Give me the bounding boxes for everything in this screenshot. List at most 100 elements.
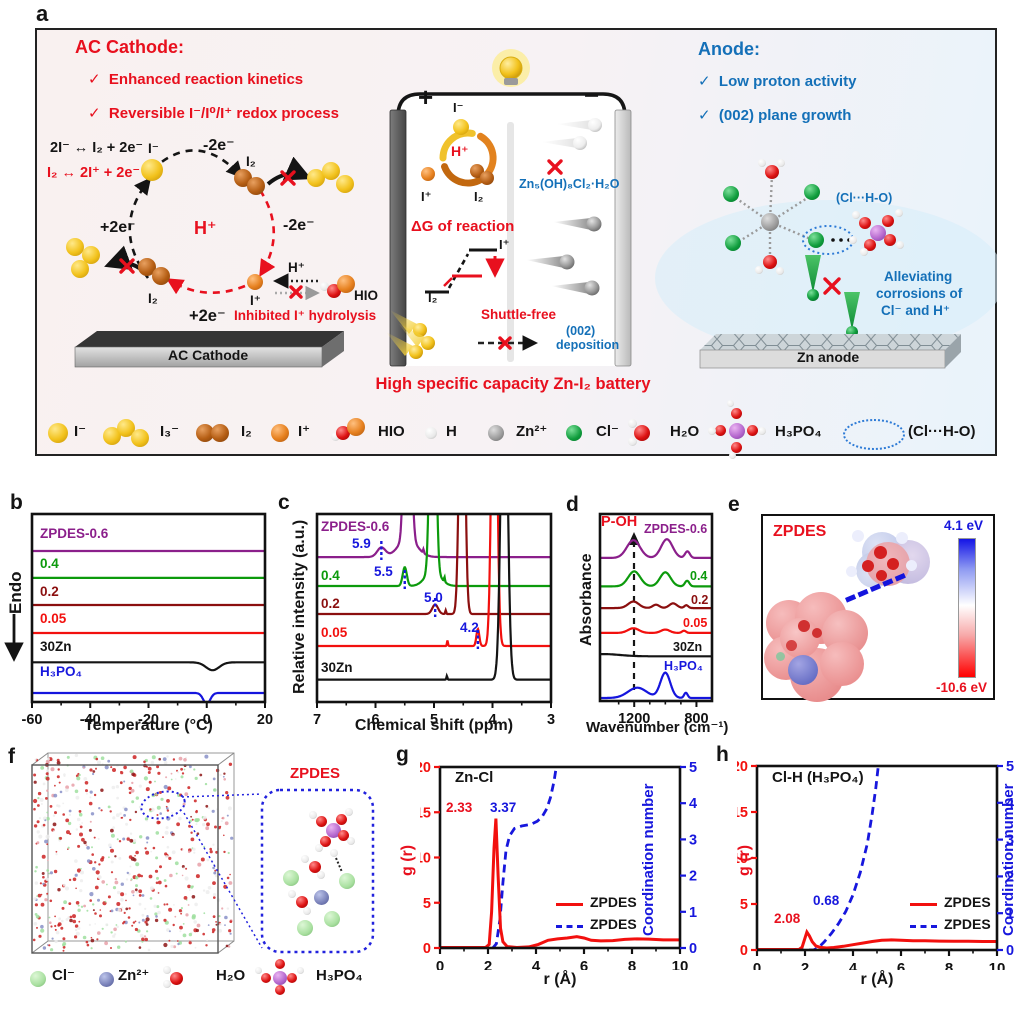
atom-orange-sphere [347,418,365,436]
dot [831,238,835,242]
check-icon: ✓ [88,105,101,122]
d-series-3: 0.05 [683,617,707,630]
c-xlabel: Chemical shift (ppm) [317,718,551,735]
esp-o-atom [876,570,887,581]
svg-text:2: 2 [484,958,492,970]
atom-gray-sphere [488,425,504,441]
check-icon: ✓ [698,107,711,124]
atom-white-sphere [758,159,766,167]
svg-text:0: 0 [740,943,748,959]
anode-electrode [615,110,631,366]
d-xlabel: Wavenumber (cm⁻¹) [586,720,726,736]
panel-c-label: c [278,492,290,514]
atom-yellow-sphere [336,175,354,193]
atom-red-sphere [170,972,183,985]
battery-caption: High specific capacity Zn-I₂ battery [363,376,663,393]
legend-i-plus: I⁺ [298,424,310,440]
p-oh-label: P-OH [601,515,637,530]
panel-f-label: f [8,746,15,768]
b-ylabel: Endo [6,572,26,615]
atom-slate-sphere [314,890,329,905]
svg-text:4: 4 [849,960,858,970]
atom-brown-sphere [247,177,265,195]
c-ann-1: 5.5 [374,565,393,579]
svg-text:4: 4 [532,958,541,970]
atom-green-sphere [725,235,741,251]
inhibited-label: Inhibited I⁺ hydrolysis [234,309,376,323]
b-series-4: 30Zn [40,640,72,654]
atom-white-sphere [301,855,309,863]
e-title: ZPDES [773,524,826,541]
dep-002: (002) [566,325,595,338]
b-series-0: ZPDES-0.6 [40,527,108,541]
svg-text:10: 10 [672,958,689,970]
h-title: Cl-H (H₃PO₄) [772,770,864,786]
atom-red-sphere [287,973,297,983]
legend-cl: Cl⁻ [596,424,619,440]
battery-minus: − [584,82,599,109]
atom-white-sphere [729,452,736,459]
atom-white-sphere [330,849,338,857]
d-series-4: 30Zn [673,641,702,654]
legend-hio: HIO [378,424,405,440]
atom-red-sphere [715,425,726,436]
figure-root: a [0,0,1033,1013]
esp-o-atom [798,620,810,632]
atom-orange-sphere [421,167,435,181]
f-legend-zn: Zn²⁺ [118,968,149,984]
esp-cl-atom [776,652,785,661]
esp-blue-patch [788,655,818,685]
anode-point-2: (002) plane growth [719,107,852,124]
zn-comet-head [587,217,602,232]
atom-white-sphere [860,248,868,256]
h-legend-solid-swatch [910,903,937,906]
atom-yellow-sphere [71,260,89,278]
legend-clho-ellipse-icon [843,419,905,450]
atom-white-sphere [849,236,857,244]
iodine-eq-red: I₂ ↔ 2I⁺ + 2e⁻ [47,166,140,181]
g-legend-dashed-swatch [556,925,583,928]
svg-text:15: 15 [737,805,748,821]
alleviating-1: Alleviating [884,270,952,284]
svg-text:2: 2 [689,869,697,885]
atom-yellow-sphere [141,159,163,181]
check-icon: ✓ [88,71,101,88]
svg-text:20: 20 [737,759,748,775]
atom-white-sphere [777,159,785,167]
legend-h3po4: H₃PO₄ [775,424,822,440]
atom-white-sphere [895,209,903,217]
svg-text:5: 5 [689,760,697,776]
legend-h2o: H₂O [670,424,699,440]
atom-white-sphere [163,980,171,988]
atom-white-sphere [303,907,311,915]
svg-text:0: 0 [436,958,444,970]
atom-white-sphere [628,437,637,446]
legend-zn2: Zn²⁺ [516,424,547,440]
bat-i-plus: I⁺ [421,190,431,204]
md-box-back [48,753,234,941]
h-y2label: Coordination number [1000,784,1017,937]
dg-i-plus: I⁺ [499,238,509,252]
atom-red-sphere [731,408,742,419]
atom-white-sphere [345,808,353,816]
dep-word: deposition [556,339,619,352]
esp-h-atom [896,532,908,544]
alleviating-2: corrosions of [876,287,962,301]
panel-d-label: d [566,494,579,516]
atom-white-sphere [288,890,296,898]
g-y2label: Coordination number [640,784,657,937]
battery-plus: + [418,84,433,111]
svg-text:0: 0 [1006,943,1014,959]
anode-point-1: Low proton activity [719,73,857,90]
alleviating-3: Cl⁻ and H⁺ [881,304,950,318]
md-speckles [33,754,233,952]
atom-orange-sphere [247,274,263,290]
atom-gray-sphere [761,213,779,231]
g-title: Zn-Cl [455,770,493,786]
g-legend-cn: ZPDES [590,917,637,932]
bulb-base [504,78,518,85]
svg-text:10: 10 [989,960,1006,970]
legend-clho: (Cl···H-O) [908,424,975,440]
h-cn-ann: 0.68 [813,894,839,908]
svg-text:0: 0 [753,960,761,970]
